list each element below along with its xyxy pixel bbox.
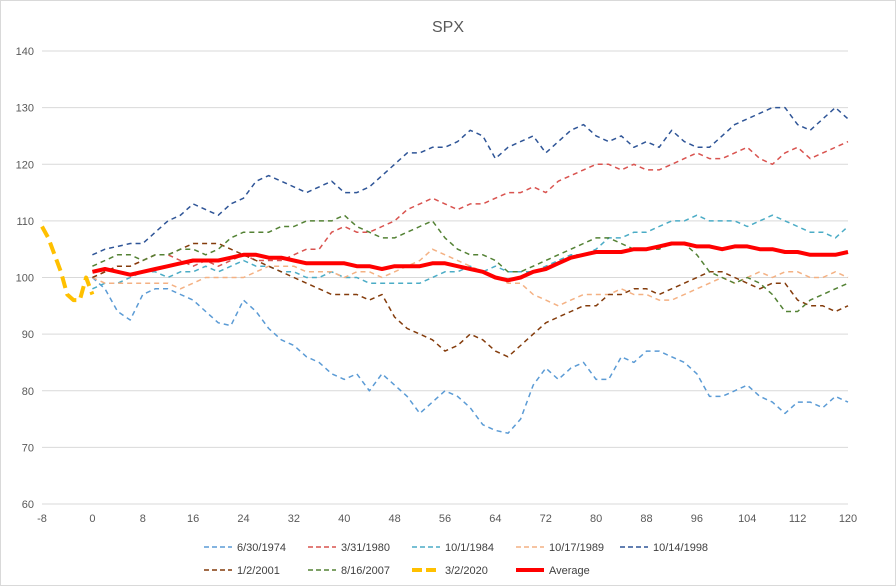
x-tick-label: 64 — [489, 513, 501, 525]
legend-label: 3/2/2020 — [445, 565, 488, 577]
y-tick-label: 80 — [22, 386, 34, 398]
series-line-1 — [92, 140, 849, 279]
y-tick-label: 90 — [22, 329, 34, 341]
legend-label: 3/31/1980 — [341, 542, 390, 554]
x-tick-label: 112 — [789, 513, 807, 525]
x-tick-label: 104 — [738, 513, 756, 525]
series-line-6 — [92, 214, 849, 313]
x-tick-label: 16 — [187, 513, 199, 525]
gridlines — [42, 50, 848, 505]
x-tick-label: 48 — [389, 513, 401, 525]
series-line-7 — [40, 225, 95, 303]
legend-label: Average — [549, 565, 590, 577]
y-tick-label: 130 — [16, 103, 34, 115]
legend-label: 6/30/1974 — [237, 542, 286, 554]
x-tick-label: 96 — [691, 513, 703, 525]
x-tick-label: 72 — [540, 513, 552, 525]
x-tick-label: 0 — [89, 513, 95, 525]
y-tick-label: 120 — [16, 159, 34, 171]
axes: 60 70 80 90 100 110 120 130 140 -8 0 8 16 24 32 40 48 56 6… — [16, 46, 858, 525]
legend-label: 8/16/2007 — [341, 565, 390, 577]
y-tick-label: 70 — [22, 442, 34, 454]
x-tick-label: 32 — [288, 513, 300, 525]
legend: 6/30/1974 3/31/1980 10/1/1984 10/17/1989 10/… — [204, 542, 708, 577]
y-tick-label: 140 — [16, 46, 34, 58]
x-tick-label: 120 — [839, 513, 857, 525]
legend-label: 1/2/2001 — [237, 565, 280, 577]
y-tick-label: 110 — [16, 216, 34, 228]
series-line-2 — [92, 214, 849, 290]
x-tick-label: -8 — [37, 513, 47, 525]
series-line-5 — [92, 242, 849, 358]
x-tick-label: 8 — [140, 513, 146, 525]
y-tick-label: 60 — [22, 499, 34, 511]
series-lines — [40, 106, 849, 434]
chart-title: SPX — [432, 19, 464, 36]
x-tick-label: 88 — [640, 513, 652, 525]
legend-label: 10/14/1998 — [653, 542, 708, 554]
series-line-3 — [92, 248, 849, 307]
series-line-8 — [91, 241, 849, 283]
x-tick-label: 40 — [338, 513, 350, 525]
legend-label: 10/1/1984 — [445, 542, 494, 554]
legend-label: 10/17/1989 — [549, 542, 604, 554]
y-tick-label: 100 — [16, 273, 34, 285]
series-line-0 — [91, 276, 849, 434]
series-line-4 — [92, 106, 849, 256]
x-tick-label: 56 — [439, 513, 451, 525]
x-tick-label: 80 — [590, 513, 602, 525]
x-tick-label: 24 — [237, 513, 249, 525]
